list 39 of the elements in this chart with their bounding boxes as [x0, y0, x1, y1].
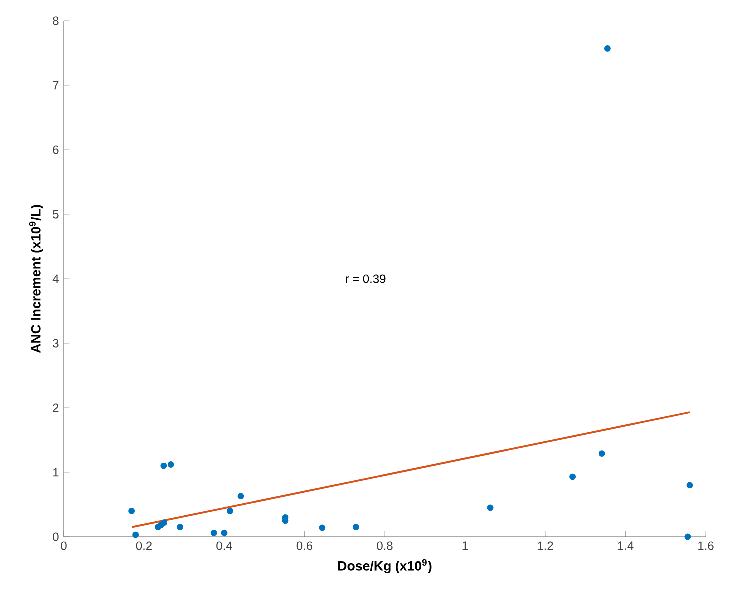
point: [598, 450, 606, 457]
x-tick-label: 0.4: [216, 542, 232, 550]
point: [238, 493, 244, 500]
x-tick-label: 0.2: [136, 542, 152, 550]
y-tick-label: 3: [53, 339, 59, 348]
y-tick-label: 5: [53, 210, 59, 219]
x-axis-title: Dose/Kg (x10$^{9}$): [338, 559, 432, 574]
point: [319, 524, 326, 532]
y-tick-label: 7: [53, 81, 59, 90]
point: [604, 46, 611, 52]
point: [221, 530, 228, 536]
x-tick-label: 1: [462, 542, 468, 550]
y-tick-label: 8: [53, 16, 59, 26]
point: [684, 534, 692, 540]
y-tick-label: 2: [53, 404, 59, 412]
point: [177, 524, 184, 531]
point: [226, 508, 234, 514]
x-tick-label: 1.4: [618, 542, 634, 550]
annotation: r = 0.39: [346, 274, 386, 284]
x-tick-label: 1.2: [538, 542, 554, 550]
point: [210, 530, 218, 536]
y-tick-label: 0: [53, 532, 59, 542]
y-tick-label: 4: [52, 274, 59, 284]
x-tick-label: 0.8: [377, 542, 393, 550]
y-tick-label: 6: [53, 146, 59, 154]
point: [132, 532, 140, 538]
x-tick-label: 1.6: [698, 542, 714, 550]
point: [160, 462, 168, 470]
point: [352, 524, 360, 531]
x-tick-label: 0.6: [296, 542, 313, 550]
point: [128, 508, 136, 514]
point: [168, 462, 174, 468]
y-axis-title: ANC Increment (x10$^{9}$/L): [29, 205, 44, 354]
point: [487, 504, 494, 512]
point: [686, 482, 694, 489]
point: [161, 520, 168, 526]
y-tick-label: 1: [54, 468, 59, 477]
x-tick-label: 0: [61, 542, 67, 550]
point: [570, 474, 576, 480]
